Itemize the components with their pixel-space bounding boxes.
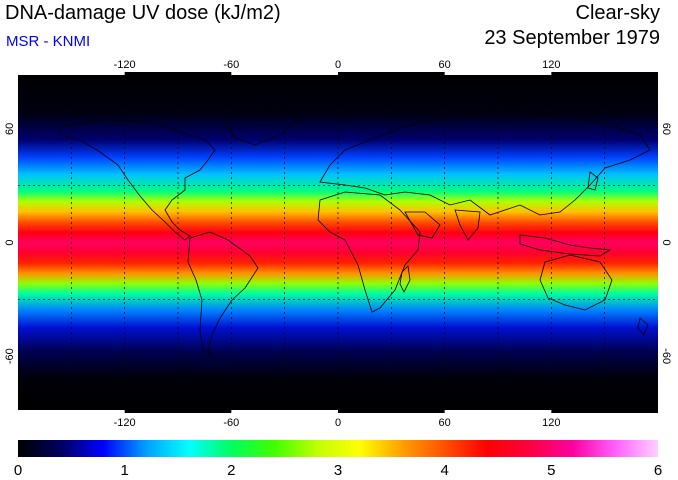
- coastline-north-america: [60, 120, 215, 240]
- lon-tick-label-top: -60: [223, 59, 239, 71]
- lat-tick-label-right: -60: [660, 348, 672, 364]
- map-area: -120 -120 -60 -60 0 0 60 60 120 120 60 60 0 0 -60 -60: [4, 59, 672, 429]
- colorbar-tick-label: 3: [334, 462, 342, 479]
- colorbar-tick-label: 6: [654, 462, 662, 479]
- source-label: MSR - KNMI: [6, 33, 91, 50]
- lat-tick-label-right: 0: [660, 239, 672, 245]
- colorbar-tick-label: 0: [14, 462, 22, 479]
- top-edge-band: [444, 72, 552, 75]
- lon-tick-label-top: -120: [114, 59, 136, 71]
- coastlines: [60, 108, 650, 355]
- axis-ticks: -120 -120 -60 -60 0 0 60 60 120 120 60 60 0 0 -60 -60: [4, 59, 672, 429]
- sky-condition-label: Clear-sky: [575, 2, 660, 24]
- coastline-africa: [318, 192, 420, 312]
- coastline-eurasia: [320, 110, 650, 215]
- lat-tick-label-left: 0: [4, 239, 16, 245]
- bottom-edge-band: [444, 410, 552, 413]
- lat-tick-label-left: 60: [4, 123, 16, 135]
- coastline-south-america: [188, 232, 258, 355]
- colorbar-tick-label: 4: [440, 462, 448, 479]
- top-edge-band: [18, 72, 125, 75]
- lon-tick-label-bottom: -60: [223, 417, 239, 429]
- map-title: DNA-damage UV dose (kJ/m2): [5, 2, 281, 24]
- colorbar: 0 1 2 3 4 5 6: [14, 440, 662, 479]
- lat-tick-label-left: -60: [4, 348, 16, 364]
- colorbar-tick-label: 2: [227, 462, 235, 479]
- coastline-india: [455, 210, 480, 240]
- lon-tick-label-top: 120: [542, 59, 560, 71]
- lon-tick-label-top: 0: [335, 59, 341, 71]
- coastline-new-zealand: [638, 318, 648, 335]
- coastline-arabia: [405, 212, 440, 238]
- colorbar-labels: 0 1 2 3 4 5 6: [14, 462, 662, 479]
- top-edge-band: [231, 72, 338, 75]
- lon-tick-label-top: 60: [439, 59, 451, 71]
- bottom-edge-band: [231, 410, 338, 413]
- lon-tick-label-bottom: 60: [439, 417, 451, 429]
- coastline-japan: [588, 172, 598, 190]
- coastline-australia: [540, 255, 612, 310]
- coastline-madagascar: [400, 266, 410, 292]
- colorbar-ramp: [18, 440, 658, 457]
- colorbar-tick-label: 1: [120, 462, 128, 479]
- lon-tick-label-bottom: 120: [542, 417, 560, 429]
- gridlines: [18, 72, 658, 413]
- lat-tick-label-right: 60: [660, 123, 672, 135]
- bottom-edge-band: [18, 410, 125, 413]
- lon-tick-label-bottom: -120: [114, 417, 136, 429]
- colorbar-tick-label: 5: [547, 462, 555, 479]
- lon-tick-label-bottom: 0: [335, 417, 341, 429]
- date-label: 23 September 1979: [484, 27, 660, 49]
